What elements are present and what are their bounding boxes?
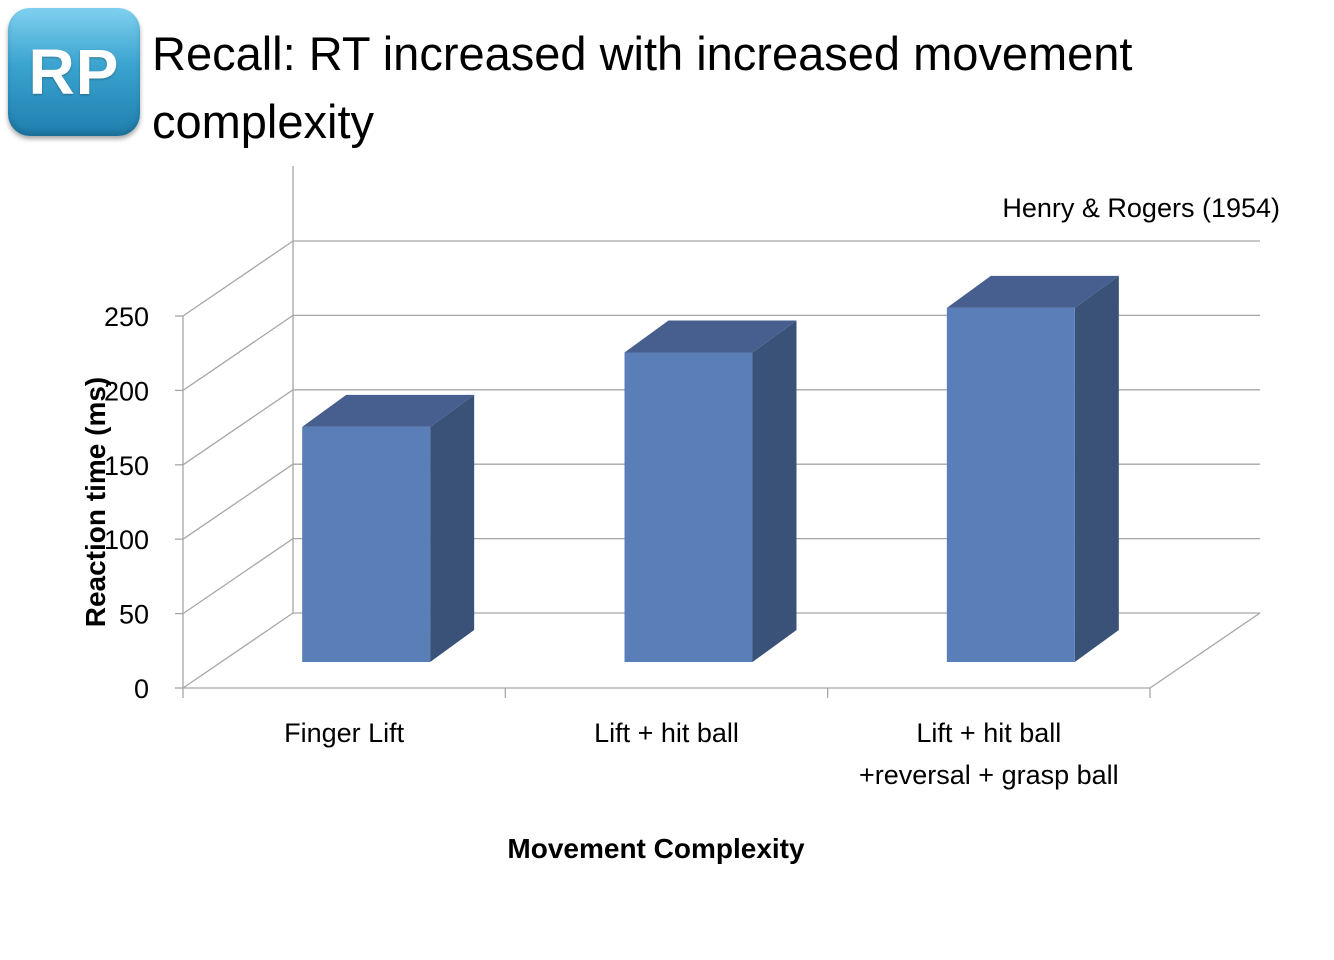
bar-top (302, 394, 475, 427)
y-tick-label: 200 (104, 376, 149, 406)
bar-top (624, 320, 797, 353)
x-tick-label: Lift + hit ball +reversal + grasp ball (859, 718, 1119, 790)
gridline-side (182, 612, 294, 689)
x-tick-label-line: Lift + hit ball (916, 718, 1061, 748)
gridline-side (182, 538, 294, 615)
floor-right-edge (1149, 612, 1261, 689)
bar-side (1074, 275, 1119, 662)
gridline-side (182, 240, 294, 317)
x-tick-label-line: Finger Lift (284, 718, 405, 748)
y-tick-label: 250 (104, 302, 149, 332)
rp-badge-text: RP (28, 36, 120, 108)
bar-side (752, 320, 797, 662)
bar-front (624, 352, 753, 662)
bar-side (430, 394, 475, 662)
bar-front (946, 307, 1075, 662)
x-tick-label: Finger Lift (284, 718, 405, 748)
bar-front (302, 426, 431, 662)
y-axis-label: Reaction time (ms) (80, 377, 111, 628)
bar (624, 320, 797, 662)
y-tick-label: 50 (119, 600, 149, 630)
x-axis-label: Movement Complexity (507, 833, 805, 864)
gridline-side (182, 389, 294, 466)
y-tick-label: 150 (104, 451, 149, 481)
y-tick-label: 0 (134, 674, 149, 704)
x-tick-label: Lift + hit ball (594, 718, 739, 748)
x-tick-label-line: Lift + hit ball (594, 718, 739, 748)
y-tick-label: 100 (104, 525, 149, 555)
slide-title: Recall: RT increased with increased move… (152, 27, 1133, 148)
bar-top (946, 275, 1119, 308)
rp-badge: RP (8, 8, 140, 136)
gridline-side (182, 463, 294, 540)
bar (946, 275, 1119, 662)
bar (302, 394, 475, 662)
source-annotation: Henry & Rogers (1954) (1002, 193, 1280, 223)
x-tick-label-line: +reversal + grasp ball (859, 760, 1119, 790)
gridline-side (182, 314, 294, 391)
